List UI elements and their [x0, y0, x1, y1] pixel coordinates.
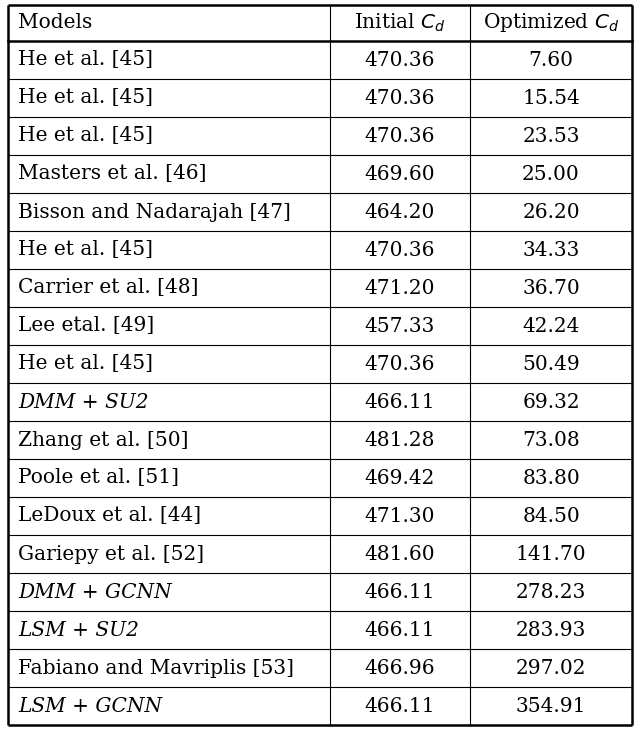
Text: 466.11: 466.11	[365, 583, 435, 602]
Text: LeDoux et al. [44]: LeDoux et al. [44]	[18, 507, 201, 526]
Text: 470.36: 470.36	[365, 126, 435, 145]
Text: 469.42: 469.42	[365, 469, 435, 488]
Text: 481.28: 481.28	[365, 431, 435, 450]
Text: 470.36: 470.36	[365, 240, 435, 259]
Text: 42.24: 42.24	[522, 317, 580, 336]
Text: Gariepy et al. [52]: Gariepy et al. [52]	[18, 545, 204, 564]
Text: He et al. [45]: He et al. [45]	[18, 240, 153, 259]
Text: LSM + GCNN: LSM + GCNN	[18, 696, 162, 715]
Text: Bisson and Nadarajah [47]: Bisson and Nadarajah [47]	[18, 202, 291, 221]
Text: 466.11: 466.11	[365, 620, 435, 639]
Text: Fabiano and Mavriplis [53]: Fabiano and Mavriplis [53]	[18, 658, 294, 677]
Text: He et al. [45]: He et al. [45]	[18, 88, 153, 107]
Text: 141.70: 141.70	[516, 545, 586, 564]
Text: 50.49: 50.49	[522, 355, 580, 374]
Text: Optimized $\mathit{C}_d$: Optimized $\mathit{C}_d$	[483, 12, 619, 34]
Text: 23.53: 23.53	[522, 126, 580, 145]
Text: 471.20: 471.20	[365, 279, 435, 298]
Text: LSM + SU2: LSM + SU2	[18, 620, 139, 639]
Text: 7.60: 7.60	[529, 50, 573, 69]
Text: 73.08: 73.08	[522, 431, 580, 450]
Text: Masters et al. [46]: Masters et al. [46]	[18, 164, 207, 183]
Text: Initial $\mathit{C}_d$: Initial $\mathit{C}_d$	[354, 12, 446, 34]
Text: 278.23: 278.23	[516, 583, 586, 602]
Text: 15.54: 15.54	[522, 88, 580, 107]
Text: 84.50: 84.50	[522, 507, 580, 526]
Text: 466.11: 466.11	[365, 393, 435, 412]
Text: 283.93: 283.93	[516, 620, 586, 639]
Text: 470.36: 470.36	[365, 88, 435, 107]
Text: 470.36: 470.36	[365, 355, 435, 374]
Text: DMM + GCNN: DMM + GCNN	[18, 583, 172, 602]
Text: He et al. [45]: He et al. [45]	[18, 355, 153, 374]
Text: Carrier et al. [48]: Carrier et al. [48]	[18, 279, 198, 298]
Text: 481.60: 481.60	[365, 545, 435, 564]
Text: 354.91: 354.91	[516, 696, 586, 715]
Text: DMM + SU2: DMM + SU2	[18, 393, 148, 412]
Text: 471.30: 471.30	[365, 507, 435, 526]
Text: 26.20: 26.20	[522, 202, 580, 221]
Text: Lee etal. [49]: Lee etal. [49]	[18, 317, 154, 336]
Text: 297.02: 297.02	[516, 658, 586, 677]
Text: Models: Models	[18, 13, 92, 33]
Text: 25.00: 25.00	[522, 164, 580, 183]
Text: 83.80: 83.80	[522, 469, 580, 488]
Text: Poole et al. [51]: Poole et al. [51]	[18, 469, 179, 488]
Text: He et al. [45]: He et al. [45]	[18, 126, 153, 145]
Text: 470.36: 470.36	[365, 50, 435, 69]
Text: 466.96: 466.96	[365, 658, 435, 677]
Text: 469.60: 469.60	[365, 164, 435, 183]
Text: Zhang et al. [50]: Zhang et al. [50]	[18, 431, 189, 450]
Text: 466.11: 466.11	[365, 696, 435, 715]
Text: 464.20: 464.20	[365, 202, 435, 221]
Text: 69.32: 69.32	[522, 393, 580, 412]
Text: He et al. [45]: He et al. [45]	[18, 50, 153, 69]
Text: 34.33: 34.33	[522, 240, 580, 259]
Text: 457.33: 457.33	[365, 317, 435, 336]
Text: 36.70: 36.70	[522, 279, 580, 298]
